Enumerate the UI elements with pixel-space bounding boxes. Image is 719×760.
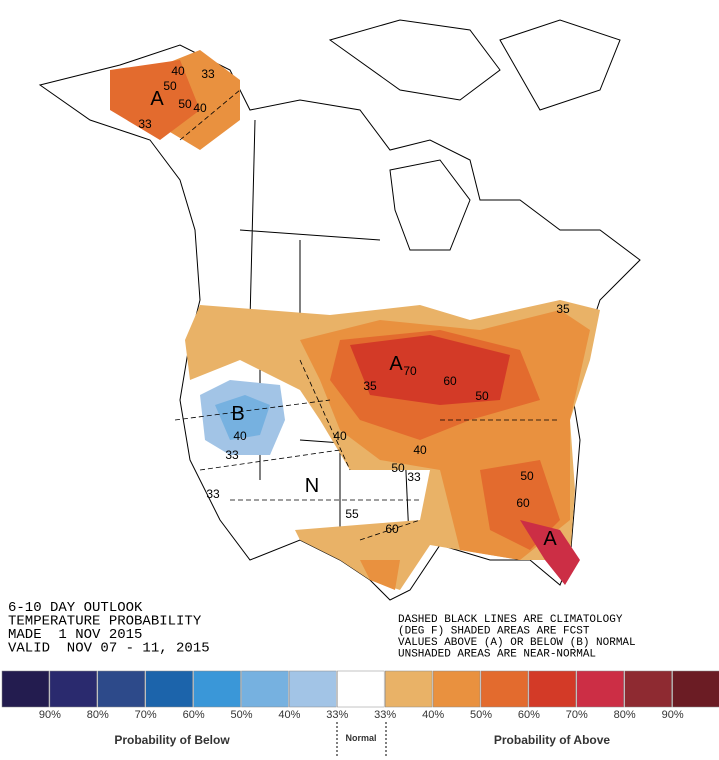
legend-above: Probability of Above: [494, 733, 611, 747]
legend-label: 50%: [470, 709, 492, 721]
map-label: 50: [475, 389, 489, 403]
legend-swatch: [480, 670, 529, 708]
legend-label: 33%: [326, 709, 348, 721]
map-label: 40: [233, 429, 247, 443]
map-label: 33: [225, 448, 239, 462]
map-label: 60: [443, 374, 457, 388]
header-line: MADE 1 NOV 2015: [8, 627, 142, 643]
legend-label: 80%: [87, 709, 109, 721]
map-label: A: [150, 88, 164, 110]
map-label: N: [305, 475, 319, 497]
map-label: 33: [206, 487, 220, 501]
legend-label: 70%: [135, 709, 157, 721]
map-label: A: [543, 528, 557, 550]
map-label: 40: [171, 64, 185, 78]
legend-swatch: [384, 670, 433, 708]
map-label: B: [231, 403, 244, 425]
map-label: 70: [403, 364, 417, 378]
map-label: 50: [163, 79, 177, 93]
forecast-areas: [110, 50, 600, 590]
legend-label: 40%: [278, 709, 300, 721]
legend-label: 60%: [518, 709, 540, 721]
map-label: 60: [516, 496, 530, 510]
above-70: [350, 335, 510, 405]
legend-label: 33%: [374, 709, 396, 721]
legend-normal: Normal: [345, 733, 376, 743]
notes: DASHED BLACK LINES ARE CLIMATOLOGY(DEG F…: [398, 614, 636, 661]
hudson-bay: [389, 159, 471, 251]
map-label: 35: [556, 302, 570, 316]
note-line: (DEG F) SHADED AREAS ARE FCST: [398, 626, 590, 638]
map-label: A: [389, 353, 403, 375]
map-label: 33: [407, 470, 421, 484]
legend-swatch: [145, 670, 193, 708]
above-60: [110, 60, 560, 550]
note-line: VALUES ABOVE (A) OR BELOW (B) NORMAL: [398, 637, 636, 649]
legend-swatch: [289, 670, 337, 708]
legend-label: 40%: [422, 709, 444, 721]
map-label: 50: [520, 469, 534, 483]
header-line: TEMPERATURE PROBABILITY: [8, 614, 202, 630]
header-line: VALID NOV 07 - 11, 2015: [8, 641, 210, 657]
legend-swatch: [1, 670, 50, 708]
legend-label: 80%: [614, 709, 636, 721]
map-label: 40: [193, 101, 207, 115]
legend-swatch: [432, 670, 481, 708]
map-label: 60: [385, 522, 399, 536]
legend-swatch: [49, 670, 98, 708]
map-label: 50: [178, 97, 192, 111]
legend-swatch: [624, 670, 672, 708]
legend-swatch: [241, 670, 289, 708]
legend-label: 60%: [183, 709, 205, 721]
map-label: 40: [413, 443, 427, 457]
legend-below: Probability of Below: [114, 733, 230, 747]
legend-label: 70%: [566, 709, 588, 721]
legend-label: 90%: [662, 709, 684, 721]
above-80: [520, 520, 580, 585]
climatology: [174, 89, 560, 541]
legend-swatch: [193, 670, 241, 708]
map-label: 33: [138, 117, 152, 131]
map-label: 33: [201, 67, 215, 81]
legend: 90% 80% 70% 60% 50% 40% 33% 33% 40% 50% 60% 70% 80% 9…: [1, 670, 719, 721]
above-50: [150, 50, 590, 590]
legend-swatch: [337, 670, 385, 708]
legend-swatch: [97, 670, 145, 708]
map-label: 40: [333, 429, 347, 443]
arctic-islands: [328, 19, 621, 111]
note-line: DASHED BLACK LINES ARE CLIMATOLOGY: [398, 614, 623, 626]
legend-swatch: [528, 670, 577, 708]
header-line: 6-10 DAY OUTLOOK: [8, 600, 143, 616]
map-label: 50: [391, 461, 405, 475]
legend-swatch: [672, 670, 719, 708]
note-line: UNSHADED AREAS ARE NEAR-NORMAL: [398, 649, 596, 661]
legend-swatch: [576, 670, 624, 708]
legend-label: 50%: [230, 709, 252, 721]
legend-label: 90%: [39, 709, 61, 721]
below-50: [215, 395, 270, 440]
map-label: 55: [345, 507, 359, 521]
map-label: 35: [363, 379, 377, 393]
